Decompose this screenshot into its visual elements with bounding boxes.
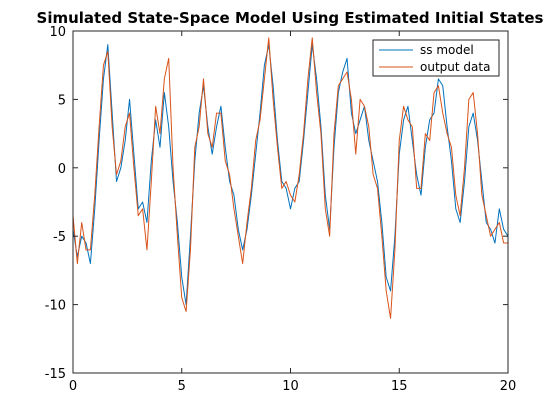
x-tick-label: 20	[500, 379, 517, 394]
y-tick-label: -15	[45, 367, 66, 382]
series-line-ss-model	[73, 44, 508, 306]
y-tick-label: 0	[58, 162, 66, 177]
x-axis: 0 5 10 15 20	[69, 31, 516, 394]
legend: ss model output data	[372, 39, 500, 77]
y-tick-label: -5	[53, 230, 66, 245]
legend-label-ss-model: ss model	[420, 43, 474, 57]
x-tick-label: 0	[69, 379, 77, 394]
y-tick-label: -10	[45, 299, 66, 314]
legend-box	[372, 39, 500, 77]
series-group	[73, 37, 508, 319]
y-tick-label: 5	[58, 93, 66, 108]
y-axis: 10 5 0 -5 -10 -15	[45, 25, 508, 382]
y-tick-label: 10	[49, 25, 66, 40]
x-tick-label: 15	[391, 379, 408, 394]
x-tick-label: 10	[282, 379, 299, 394]
chart-title: Simulated State-Space Model Using Estima…	[37, 9, 544, 27]
series-line-output-data	[73, 37, 508, 319]
legend-label-output-data: output data	[420, 60, 490, 74]
x-tick-label: 5	[178, 379, 186, 394]
